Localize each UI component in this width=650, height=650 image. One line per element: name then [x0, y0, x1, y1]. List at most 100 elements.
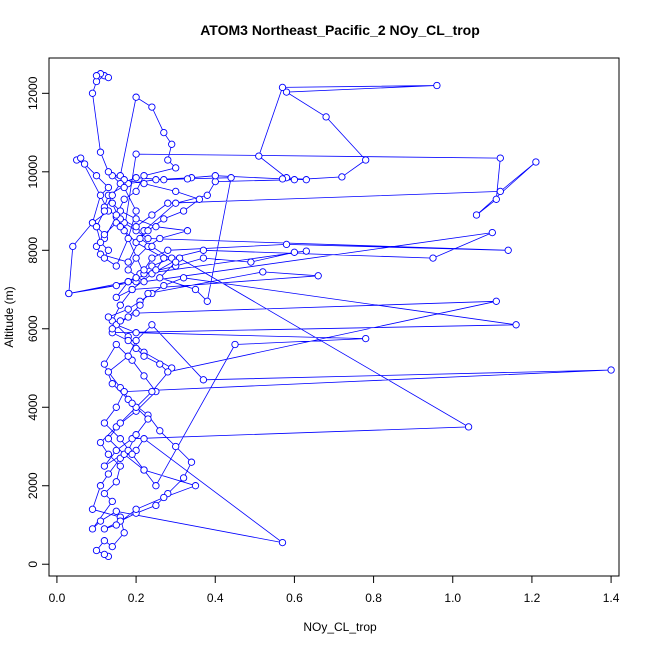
data-point: [247, 258, 255, 266]
data-point: [314, 272, 322, 280]
data-point: [172, 164, 180, 172]
data-point: [504, 246, 512, 254]
data-point: [112, 262, 120, 270]
data-point: [140, 278, 148, 286]
data-point: [116, 419, 124, 427]
data-point: [472, 211, 481, 219]
data-point: [120, 195, 128, 203]
data-point: [69, 242, 77, 251]
data-point: [496, 187, 504, 196]
data-point: [199, 254, 208, 262]
data-point: [160, 128, 168, 137]
data-point: [140, 372, 148, 380]
data-point: [203, 191, 211, 199]
data-point: [140, 466, 148, 474]
data-point: [144, 415, 152, 423]
data-point: [132, 174, 140, 182]
data-point: [100, 207, 109, 215]
data-point: [112, 403, 120, 411]
data-point: [132, 187, 140, 196]
data-point: [104, 168, 113, 176]
data-point: [96, 482, 105, 490]
data-point: [227, 174, 235, 182]
data-point: [132, 223, 140, 231]
data-point: [112, 507, 120, 515]
data-point: [148, 321, 156, 329]
data-point: [100, 489, 109, 498]
data-point: [132, 344, 140, 353]
data-point: [532, 158, 540, 166]
data-point: [112, 446, 120, 455]
data-point: [148, 242, 156, 251]
data-point: [132, 215, 140, 223]
chart-title: ATOM3 Northeast_Pacific_2 NOy_CL_trop: [200, 22, 480, 38]
y-axis: 0 2000 4000 6000 8000 10000 12000: [26, 76, 50, 568]
x-tick-label: 0.4: [207, 591, 224, 605]
data-point: [302, 176, 310, 184]
data-point: [140, 266, 148, 274]
data-point: [100, 537, 109, 545]
data-point: [172, 258, 180, 266]
x-axis-label: NOy_CL_trop: [303, 620, 377, 634]
data-point: [512, 321, 520, 329]
data-point: [322, 113, 330, 121]
data-point: [100, 254, 109, 262]
data-point: [116, 301, 124, 309]
data-point: [132, 505, 140, 513]
data-point: [100, 360, 109, 368]
data-point: [160, 281, 168, 290]
data-point: [488, 228, 496, 237]
data-point: [164, 199, 172, 207]
data-point: [132, 329, 140, 337]
data-point: [160, 215, 168, 223]
data-point: [148, 211, 156, 219]
data-point: [140, 352, 148, 360]
data-point: [172, 442, 180, 451]
data-point: [92, 72, 101, 80]
data-point: [183, 175, 192, 183]
data-point: [124, 278, 132, 286]
data-point: [132, 207, 140, 215]
data-point: [168, 140, 176, 148]
x-axis: 0.0 0.2 0.4 0.6 0.8 1.0 1.2 1.4: [49, 575, 620, 605]
data-point: [164, 368, 172, 376]
data-point: [282, 88, 291, 96]
data-point: [231, 340, 239, 349]
data-point: [108, 199, 116, 207]
data-point: [92, 546, 101, 555]
data-point: [199, 246, 208, 254]
data-point: [116, 435, 124, 443]
data-point: [132, 93, 140, 101]
data-point: [156, 427, 164, 435]
data-point: [164, 156, 172, 164]
data-point: [96, 191, 105, 199]
data-point: [433, 81, 441, 90]
data-point: [92, 223, 101, 231]
data-point: [195, 195, 204, 203]
data-point: [211, 172, 219, 180]
data-point: [124, 258, 132, 266]
data-point: [290, 248, 299, 256]
data-point: [88, 525, 97, 533]
data-point: [120, 387, 128, 396]
data-point: [112, 281, 120, 290]
data-point: [492, 297, 500, 305]
data-point: [104, 246, 113, 254]
data-point: [112, 211, 120, 219]
data-point: [211, 177, 219, 186]
data-point: [132, 274, 140, 282]
data-point: [128, 399, 136, 407]
data-point: [108, 191, 116, 199]
series-points: [65, 70, 615, 561]
data-point: [104, 450, 113, 458]
data-point: [124, 234, 132, 243]
data-point: [464, 423, 473, 431]
data-point: [96, 438, 105, 447]
data-point: [187, 458, 196, 466]
data-point: [104, 313, 113, 321]
data-point: [156, 234, 164, 243]
data-point: [278, 538, 287, 547]
data-point: [88, 89, 97, 97]
data-point: [128, 285, 136, 294]
